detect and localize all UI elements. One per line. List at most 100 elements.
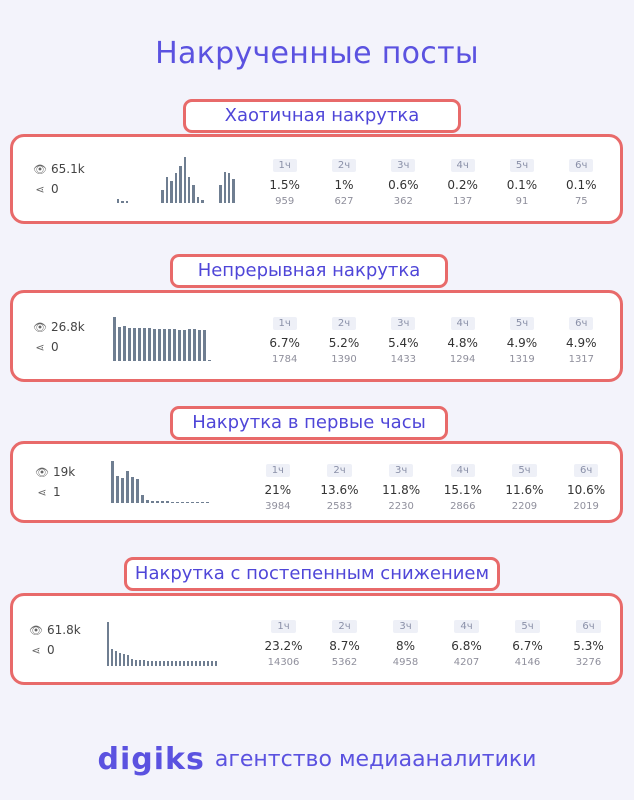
share-icon: ⋖ bbox=[35, 182, 45, 196]
hour-label: 6ч bbox=[573, 464, 599, 477]
section-label-gradual-decline: Накрутка с постепенным снижением bbox=[124, 557, 500, 591]
histogram-bar bbox=[198, 330, 201, 361]
hourly-stats: 1ч 23.2% 14306 2ч 8.7% 5362 3ч 8% 4958 4ч 6.8% 4207… bbox=[253, 614, 619, 668]
histogram-bar bbox=[187, 660, 189, 666]
hour-label: 5ч bbox=[509, 317, 535, 330]
hour-count: 2583 bbox=[326, 501, 353, 512]
histogram-bar bbox=[161, 501, 164, 503]
hour-count: 1317 bbox=[568, 354, 595, 365]
views-count: 26.8k bbox=[51, 320, 85, 334]
hour-label: 2ч bbox=[327, 464, 352, 477]
histogram-bar bbox=[151, 500, 154, 503]
shares-count: 1 bbox=[53, 485, 61, 499]
histogram-bar bbox=[170, 181, 173, 203]
histogram-bar bbox=[131, 659, 133, 666]
histogram-bar bbox=[151, 660, 153, 666]
post-card-gradual-decline: 👁 61.8k ⋖ 0 1ч 23.2% 14306 2ч 8.7% 5362 3ч 8% 4958… bbox=[10, 593, 623, 685]
hour-column: 1ч 1.5% 959 bbox=[255, 153, 314, 207]
histogram-bar bbox=[119, 652, 121, 666]
hour-percent: 4.9% bbox=[506, 336, 538, 350]
share-icon: ⋖ bbox=[35, 340, 45, 354]
hour-percent: 5.4% bbox=[388, 336, 419, 350]
histogram-bar bbox=[179, 165, 182, 203]
histogram-bar bbox=[125, 201, 129, 203]
histogram-bar bbox=[174, 173, 178, 203]
hour-column: 6ч 4.9% 1317 bbox=[552, 311, 611, 365]
histogram-bar bbox=[199, 660, 201, 666]
histogram-bar bbox=[147, 660, 149, 666]
histogram-bar bbox=[223, 171, 226, 203]
brand-logo: digiks bbox=[97, 742, 205, 777]
hour-column: 5ч 11.6% 2209 bbox=[494, 458, 556, 512]
eye-icon: 👁 bbox=[35, 465, 49, 479]
hour-count: 1294 bbox=[449, 354, 476, 365]
hour-count: 1433 bbox=[390, 354, 417, 365]
histogram-bar bbox=[116, 476, 119, 503]
histogram-bar bbox=[188, 329, 191, 361]
histogram-bar bbox=[158, 328, 161, 361]
histogram-bar bbox=[179, 660, 181, 666]
post-card-chaotic: 👁 65.1k ⋖ 0 1ч 1.5% 959 2ч 1% 627 3ч 0.6% 362 4ч 0.2… bbox=[10, 134, 623, 224]
hour-label: 4ч bbox=[454, 620, 479, 633]
brand-tagline: агентство медиааналитики bbox=[214, 747, 537, 772]
hour-percent: 5.2% bbox=[328, 336, 360, 350]
eye-icon: 👁 bbox=[33, 320, 47, 334]
views-histogram bbox=[113, 317, 233, 361]
histogram-bar bbox=[127, 655, 129, 666]
histogram-bar bbox=[163, 660, 165, 666]
hour-column: 1ч 6.7% 1784 bbox=[255, 311, 314, 365]
hour-column: 6ч 0.1% 75 bbox=[552, 153, 611, 207]
page-title: Накрученные посты bbox=[155, 36, 479, 71]
histogram-bar bbox=[167, 660, 169, 666]
hour-percent: 11.6% bbox=[505, 483, 544, 497]
hour-label: 3ч bbox=[393, 620, 418, 633]
hour-count: 137 bbox=[453, 196, 473, 207]
hour-column: 4ч 15.1% 2866 bbox=[432, 458, 494, 512]
histogram-bar bbox=[155, 660, 157, 666]
eye-icon: 👁 bbox=[29, 623, 43, 637]
views-histogram bbox=[111, 461, 231, 503]
shares-count: 0 bbox=[51, 182, 59, 196]
histogram-bar bbox=[191, 501, 194, 503]
hour-percent: 8% bbox=[395, 639, 416, 653]
hour-column: 1ч 21% 3984 bbox=[247, 458, 309, 512]
hour-percent: 6.8% bbox=[451, 639, 482, 653]
hour-percent: 0.1% bbox=[566, 178, 597, 192]
histogram-bar bbox=[117, 199, 120, 203]
histogram-bar bbox=[171, 501, 174, 503]
hour-label: 4ч bbox=[450, 317, 475, 330]
hour-count: 4207 bbox=[453, 657, 480, 668]
hour-count: 2019 bbox=[573, 501, 599, 512]
hour-percent: 4.8% bbox=[447, 336, 478, 350]
hour-count: 5362 bbox=[331, 657, 358, 668]
hour-count: 2866 bbox=[450, 501, 476, 512]
hour-column: 6ч 10.6% 2019 bbox=[555, 458, 617, 512]
hour-count: 3276 bbox=[575, 657, 602, 668]
hour-percent: 23.2% bbox=[264, 639, 303, 653]
hour-count: 2209 bbox=[511, 501, 538, 512]
histogram-bar bbox=[176, 501, 179, 503]
views-histogram bbox=[107, 622, 237, 666]
histogram-bar bbox=[195, 660, 197, 666]
histogram-bar bbox=[133, 328, 136, 361]
hour-label: 3ч bbox=[391, 317, 416, 330]
hour-column: 3ч 0.6% 362 bbox=[374, 153, 433, 207]
histogram-bar bbox=[161, 189, 164, 203]
hour-percent: 0.2% bbox=[447, 178, 478, 192]
histogram-bar bbox=[141, 495, 144, 503]
hour-label: 1ч bbox=[272, 159, 297, 172]
post-card-continuous: 👁 26.8k ⋖ 0 1ч 6.7% 1784 2ч 5.2% 1390 3ч 5.4% 1433… bbox=[10, 290, 623, 382]
histogram-bar bbox=[211, 660, 213, 666]
histogram-bar bbox=[138, 328, 141, 361]
hour-percent: 11.8% bbox=[382, 483, 421, 497]
histogram-bar bbox=[201, 501, 204, 503]
hour-label: 6ч bbox=[569, 317, 594, 330]
hour-label: 3ч bbox=[391, 159, 416, 172]
hour-count: 75 bbox=[574, 196, 588, 207]
hour-label: 5ч bbox=[509, 159, 535, 172]
hour-percent: 6.7% bbox=[512, 639, 543, 653]
histogram-bar bbox=[191, 660, 193, 666]
histogram-bar bbox=[153, 328, 156, 361]
histogram-bar bbox=[121, 477, 124, 503]
hour-label: 6ч bbox=[569, 159, 594, 172]
